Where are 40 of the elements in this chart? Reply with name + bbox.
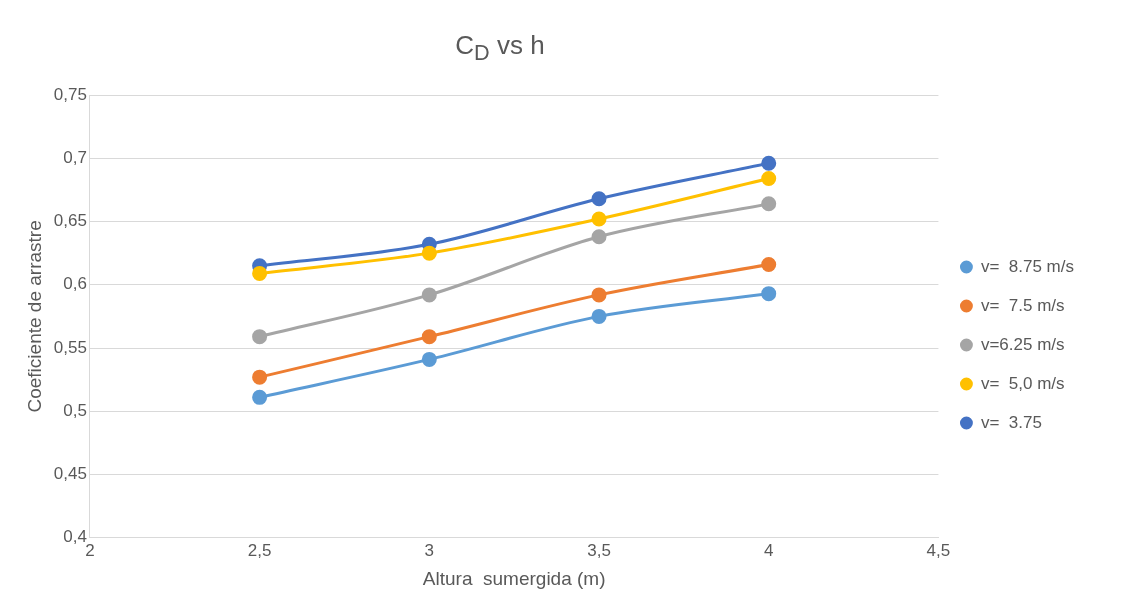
y-tick-label: 0,5 xyxy=(63,400,87,420)
legend-label: v=6.25 m/s xyxy=(980,334,1065,354)
chart-title: C$_{D}$ vs h xyxy=(454,30,546,67)
x-tick-label: 2 xyxy=(85,540,95,560)
point xyxy=(761,171,777,186)
y-tick-label: 0,65 xyxy=(53,211,87,231)
y-tick-label: 0,55 xyxy=(53,337,87,357)
y-tick-label: 0,4 xyxy=(63,527,87,547)
point xyxy=(252,265,268,281)
point xyxy=(761,257,777,273)
point xyxy=(252,389,268,405)
legend-label: v= 5,0 m/s xyxy=(980,373,1065,393)
legend-label: v= 3.75 xyxy=(980,412,1042,432)
point xyxy=(761,286,777,302)
point xyxy=(421,245,437,261)
y-tick-label: 0,7 xyxy=(63,147,87,167)
x-tick-label: 4,5 xyxy=(926,540,951,560)
point xyxy=(591,229,607,245)
point xyxy=(761,196,777,212)
point xyxy=(252,369,268,385)
y-tick-label: 0,6 xyxy=(63,274,87,294)
x-tick-label: 3 xyxy=(424,540,435,560)
point xyxy=(252,329,268,345)
legend-label: v= 8.75 m/s xyxy=(980,256,1075,276)
point xyxy=(591,308,607,324)
point xyxy=(761,155,777,171)
x-axis-title: Altura sumergida (m) xyxy=(422,567,606,589)
point xyxy=(591,191,607,207)
legend-label: v= 7.5 m/s xyxy=(980,295,1065,315)
point xyxy=(591,211,607,227)
x-tick-label: 4 xyxy=(763,540,774,560)
point xyxy=(591,287,607,303)
point xyxy=(421,351,437,367)
y-tick-label: 0,75 xyxy=(53,84,87,104)
point xyxy=(421,287,437,303)
x-tick-label: 3,5 xyxy=(587,540,611,560)
point xyxy=(421,329,437,345)
y-tick-label: 0,45 xyxy=(53,464,87,484)
x-tick-label: 2,5 xyxy=(247,540,272,560)
y-axis-title: Coeficiente de arrastre xyxy=(23,220,45,413)
